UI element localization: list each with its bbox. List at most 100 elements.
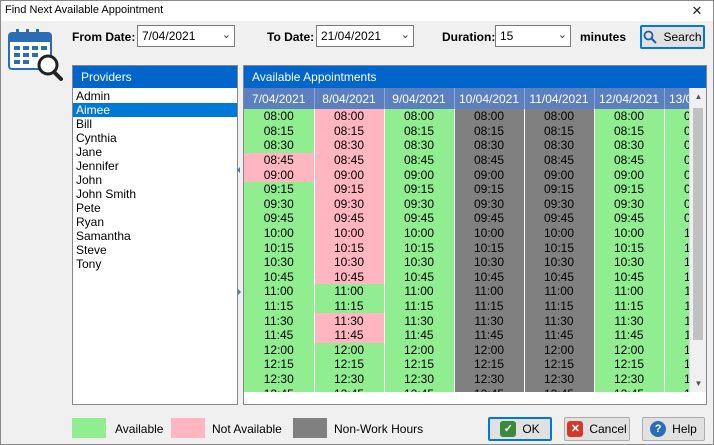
time-slot-cell[interactable]: 08:15 (594, 123, 665, 139)
time-slot-cell[interactable]: 12:00 (454, 342, 525, 358)
from-date-picker[interactable]: 7/04/2021 ⌄ (137, 25, 235, 47)
time-slot-cell[interactable]: 08:45 (594, 152, 665, 168)
provider-item[interactable]: Tony (76, 257, 102, 271)
time-slot-cell[interactable]: 11:45 (594, 327, 665, 343)
duration-select[interactable]: 15 ⌄ (495, 25, 571, 47)
time-slot-cell[interactable]: 10:30 (454, 254, 525, 270)
time-slot-cell[interactable]: 09:30 (314, 196, 385, 212)
time-slot-cell[interactable]: 09:15 (314, 181, 385, 197)
time-slot-cell[interactable]: 10:15 (524, 240, 595, 255)
ok-button[interactable]: ✓ OK (488, 417, 552, 441)
time-slot-cell[interactable]: 08:30 (454, 138, 525, 153)
time-slot-cell[interactable]: 11:15 (664, 298, 689, 314)
time-slot-cell[interactable]: 10:00 (314, 225, 385, 241)
time-slot-cell[interactable]: 12:45 (244, 386, 315, 392)
time-slot-cell[interactable]: 11:30 (454, 313, 525, 328)
time-slot-cell[interactable]: 12:00 (384, 342, 455, 358)
time-slot-cell[interactable]: 12:00 (244, 342, 315, 358)
time-slot-cell[interactable]: 09:30 (454, 196, 525, 212)
time-slot-cell[interactable]: 10:00 (244, 225, 315, 241)
time-slot-cell[interactable]: 08:00 (594, 109, 665, 124)
time-slot-cell[interactable]: 09:30 (594, 196, 665, 212)
time-slot-cell[interactable]: 08:15 (244, 123, 315, 139)
provider-item[interactable]: Jane (76, 145, 103, 159)
time-slot-cell[interactable]: 10:00 (594, 225, 665, 241)
time-slot-cell[interactable]: 12:30 (244, 371, 315, 387)
time-slot-cell[interactable]: 08:00 (244, 109, 315, 124)
time-slot-cell[interactable]: 11:00 (384, 284, 455, 299)
time-slot-cell[interactable]: 12:15 (594, 357, 665, 372)
time-slot-cell[interactable]: 08:00 (454, 109, 525, 124)
time-slot-cell[interactable]: 09:00 (314, 167, 385, 182)
time-slot-cell[interactable]: 10:00 (524, 225, 595, 241)
time-slot-cell[interactable]: 09:30 (384, 196, 455, 212)
time-slot-cell[interactable]: 11:15 (524, 298, 595, 314)
time-slot-cell[interactable]: 09:45 (454, 211, 525, 226)
time-slot-cell[interactable]: 10:15 (244, 240, 315, 255)
to-date-picker[interactable]: 21/04/2021 ⌄ (316, 25, 414, 47)
chevron-down-icon[interactable]: ⌄ (400, 29, 410, 41)
time-slot-cell[interactable]: 11:45 (664, 327, 689, 343)
time-slot-cell[interactable]: 12:45 (314, 386, 385, 392)
time-slot-cell[interactable]: 09:00 (384, 167, 455, 182)
time-slot-cell[interactable]: 12:45 (454, 386, 525, 392)
time-slot-cell[interactable]: 09:15 (594, 181, 665, 197)
time-slot-cell[interactable]: 12:15 (524, 357, 595, 372)
time-slot-cell[interactable]: 08:15 (524, 123, 595, 139)
time-slot-cell[interactable]: 08:45 (664, 152, 689, 168)
time-slot-cell[interactable]: 12:15 (314, 357, 385, 372)
provider-item[interactable]: Bill (76, 117, 93, 131)
time-slot-cell[interactable]: 12:30 (454, 371, 525, 387)
time-slot-cell[interactable]: 08:45 (244, 152, 315, 168)
provider-item[interactable]: Aimee (73, 103, 237, 117)
time-slot-cell[interactable]: 11:45 (524, 327, 595, 343)
time-slot-cell[interactable]: 08:45 (314, 152, 385, 168)
time-slot-cell[interactable]: 08:45 (524, 152, 595, 168)
time-slot-cell[interactable]: 08:45 (454, 152, 525, 168)
providers-list[interactable]: Admin Aimee Bill Cynthia Jane Jennifer John Joh… (73, 88, 237, 271)
time-slot-cell[interactable]: 08:00 (384, 109, 455, 124)
time-slot-cell[interactable]: 09:45 (664, 211, 689, 226)
time-slot-cell[interactable]: 09:45 (244, 211, 315, 226)
chevron-down-icon[interactable]: ⌄ (557, 29, 567, 41)
time-slot-cell[interactable]: 12:30 (314, 371, 385, 387)
time-slot-cell[interactable]: 08:00 (524, 109, 595, 124)
time-slot-cell[interactable]: 10:30 (384, 254, 455, 270)
time-slot-cell[interactable]: 09:00 (524, 167, 595, 182)
time-slot-cell[interactable]: 11:45 (244, 327, 315, 343)
time-slot-cell[interactable]: 09:00 (454, 167, 525, 182)
time-slot-cell[interactable]: 11:00 (454, 284, 525, 299)
time-slot-cell[interactable]: 12:45 (384, 386, 455, 392)
time-slot-cell[interactable]: 10:15 (314, 240, 385, 255)
time-slot-cell[interactable]: 08:45 (384, 152, 455, 168)
time-slot-cell[interactable]: 08:15 (314, 123, 385, 139)
time-slot-cell[interactable]: 12:45 (524, 386, 595, 392)
time-slot-cell[interactable]: 11:45 (314, 327, 385, 343)
time-slot-cell[interactable]: 10:45 (244, 269, 315, 285)
time-slot-cell[interactable]: 09:00 (594, 167, 665, 182)
time-slot-cell[interactable]: 10:30 (594, 254, 665, 270)
time-slot-cell[interactable]: 09:15 (384, 181, 455, 197)
provider-item[interactable]: Admin (76, 89, 111, 103)
time-slot-cell[interactable]: 09:15 (524, 181, 595, 197)
appointments-grid[interactable]: 7/04/2021 8/04/2021 9/04/2021 10/04/2021 11/… (244, 88, 689, 392)
time-slot-cell[interactable]: 09:00 (664, 167, 689, 182)
time-slot-cell[interactable]: 09:30 (244, 196, 315, 212)
time-slot-cell[interactable]: 08:00 (664, 109, 689, 124)
time-slot-cell[interactable]: 09:45 (594, 211, 665, 226)
time-slot-cell[interactable]: 11:30 (664, 313, 689, 328)
time-slot-cell[interactable]: 08:00 (314, 109, 385, 124)
time-slot-cell[interactable]: 09:45 (314, 211, 385, 226)
chevron-down-icon[interactable]: ⌄ (221, 29, 231, 41)
time-slot-cell[interactable]: 09:15 (454, 181, 525, 197)
time-slot-cell[interactable]: 11:45 (454, 327, 525, 343)
time-slot-cell[interactable]: 12:30 (594, 371, 665, 387)
time-slot-cell[interactable]: 10:15 (384, 240, 455, 255)
cancel-button[interactable]: ✕ Cancel (564, 417, 630, 441)
time-slot-cell[interactable]: 10:45 (384, 269, 455, 285)
time-slot-cell[interactable]: 08:30 (524, 138, 595, 153)
splitter-handle[interactable] (237, 161, 241, 301)
time-slot-cell[interactable]: 08:30 (594, 138, 665, 153)
time-slot-cell[interactable]: 11:30 (384, 313, 455, 328)
time-slot-cell[interactable]: 11:15 (454, 298, 525, 314)
